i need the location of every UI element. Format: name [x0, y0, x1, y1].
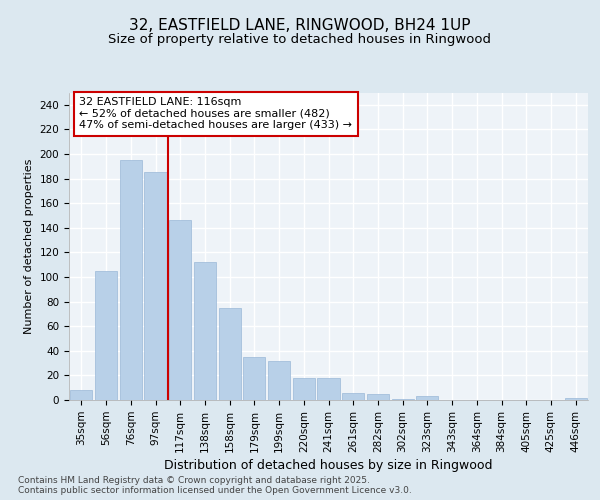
Bar [392, 399, 414, 400]
Bar [243, 357, 265, 400]
Y-axis label: Number of detached properties: Number of detached properties [24, 158, 34, 334]
Bar [367, 394, 389, 400]
Text: Contains HM Land Registry data © Crown copyright and database right 2025.
Contai: Contains HM Land Registry data © Crown c… [18, 476, 412, 495]
Bar [95, 271, 117, 400]
Bar [119, 160, 142, 400]
Bar [218, 308, 241, 400]
Bar [317, 378, 340, 400]
Bar [145, 172, 167, 400]
Bar [70, 390, 92, 400]
Text: Size of property relative to detached houses in Ringwood: Size of property relative to detached ho… [109, 32, 491, 46]
Bar [293, 378, 315, 400]
Bar [194, 262, 216, 400]
Text: 32, EASTFIELD LANE, RINGWOOD, BH24 1UP: 32, EASTFIELD LANE, RINGWOOD, BH24 1UP [129, 18, 471, 32]
Text: 32 EASTFIELD LANE: 116sqm
← 52% of detached houses are smaller (482)
47% of semi: 32 EASTFIELD LANE: 116sqm ← 52% of detac… [79, 97, 352, 130]
Bar [169, 220, 191, 400]
Bar [342, 392, 364, 400]
X-axis label: Distribution of detached houses by size in Ringwood: Distribution of detached houses by size … [164, 459, 493, 472]
Bar [416, 396, 439, 400]
Bar [268, 360, 290, 400]
Bar [565, 398, 587, 400]
